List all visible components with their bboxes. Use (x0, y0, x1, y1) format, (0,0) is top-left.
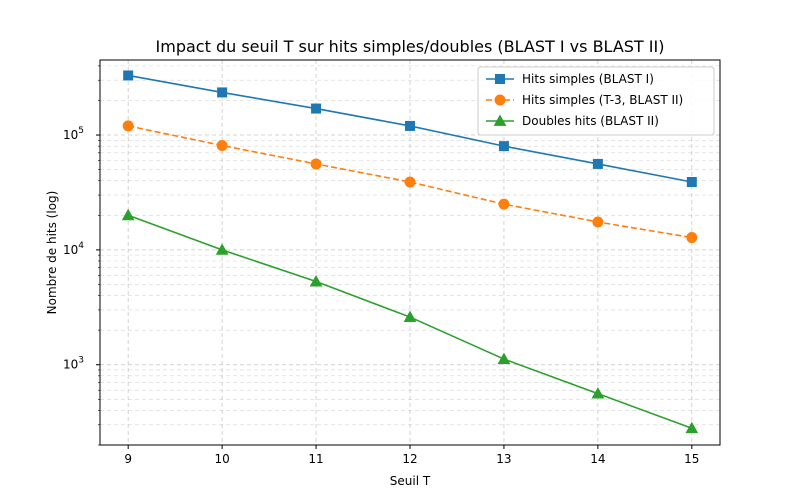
data-point (403, 310, 417, 322)
y-tick-label: 103 (63, 356, 84, 372)
data-point (592, 216, 604, 228)
legend-label: Hits simples (T-3, BLAST II) (522, 93, 683, 107)
data-point (311, 103, 322, 114)
y-axis-label: Nombre de hits (log) (45, 191, 59, 315)
x-tick-label: 13 (496, 452, 511, 466)
series-3 (121, 208, 699, 434)
x-tick-label: 10 (214, 452, 229, 466)
legend-item: Hits simples (BLAST I) (486, 72, 654, 86)
x-tick-label: 12 (402, 452, 417, 466)
legend-label: Hits simples (BLAST I) (522, 72, 654, 86)
x-axis-label: Seuil T (390, 474, 431, 488)
legend-label: Doubles hits (BLAST II) (522, 114, 659, 128)
data-point (122, 120, 134, 132)
data-point (310, 158, 322, 170)
data-point (216, 140, 228, 152)
x-axis: 9 10 11 12 13 14 15 (124, 445, 699, 466)
y-tick-label: 104 (63, 241, 84, 257)
y-axis: 103 104 105 (63, 65, 100, 446)
data-point (215, 243, 229, 255)
legend-marker (495, 74, 505, 84)
data-point (405, 120, 415, 131)
data-point (497, 352, 511, 364)
x-tick-label: 9 (124, 452, 132, 466)
series-2 (122, 120, 698, 244)
legend-item: Doubles hits (BLAST II) (486, 114, 659, 128)
legend-box (477, 66, 715, 136)
data-point (685, 421, 699, 434)
data-point (123, 70, 134, 81)
x-tick-label: 14 (590, 452, 605, 466)
chart-title: Impact du seuil T sur hits simples/doubl… (156, 37, 665, 56)
x-tick-label: 11 (308, 452, 323, 466)
data-point (498, 198, 510, 210)
series-layer (121, 70, 699, 434)
legend-marker (494, 94, 506, 106)
data-point (404, 176, 416, 188)
y-tick-label: 105 (63, 126, 84, 142)
data-point (592, 158, 603, 169)
data-point (217, 87, 228, 98)
data-point (309, 275, 323, 287)
data-point (498, 141, 509, 152)
data-point (591, 387, 605, 399)
data-point (686, 232, 698, 244)
series-1 (123, 70, 697, 187)
data-point (121, 208, 135, 221)
legend-marker (493, 114, 507, 126)
legend: Hits simples (BLAST I) Hits simples (T-3,… (477, 66, 715, 136)
x-tick-label: 15 (684, 452, 699, 466)
legend-item: Hits simples (T-3, BLAST II) (486, 93, 683, 107)
data-point (686, 176, 697, 187)
